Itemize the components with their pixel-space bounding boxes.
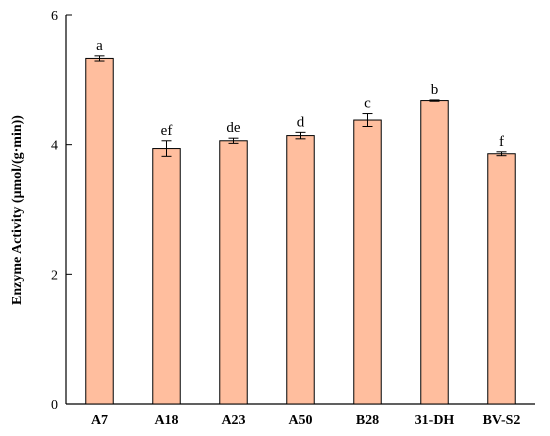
significance-label-31-DH: b — [431, 82, 439, 98]
y-tick-label: 6 — [51, 9, 58, 24]
y-axis-title: Enzyme Activity (μmol/(g·min)) — [10, 115, 25, 305]
x-tick-label-A23: A23 — [221, 413, 245, 428]
significance-label-B28: c — [364, 96, 371, 112]
significance-label-A23: de — [226, 120, 241, 136]
bar-31-DH — [420, 100, 449, 405]
bar-B28 — [353, 119, 382, 405]
bar-A7 — [85, 57, 114, 405]
x-tick-label-A50: A50 — [288, 413, 312, 428]
significance-label-A18: ef — [161, 123, 173, 139]
plot-area: 0 2 4 6 a A7 ef A18 de A23 d A50 c B28 b 31-DH f BV-S2 — [51, 9, 535, 428]
x-tick-label-A7: A7 — [91, 413, 108, 428]
x-tick-label-B28: B28 — [356, 413, 379, 428]
y-tick-label: 2 — [51, 268, 58, 283]
bar-A50 — [286, 135, 315, 405]
x-tick-label-A18: A18 — [154, 413, 178, 428]
y-tick-label: 4 — [51, 139, 58, 154]
bar-BV-S2 — [487, 153, 516, 405]
x-tick-label-31-DH: 31-DH — [415, 413, 455, 428]
significance-label-A50: d — [297, 114, 305, 130]
bar-A23 — [219, 140, 248, 405]
significance-label-A7: a — [96, 38, 103, 54]
y-tick-label: 0 — [51, 398, 58, 413]
bar-A18 — [152, 148, 181, 405]
significance-label-BV-S2: f — [499, 134, 504, 150]
x-tick-label-BV-S2: BV-S2 — [483, 413, 521, 428]
